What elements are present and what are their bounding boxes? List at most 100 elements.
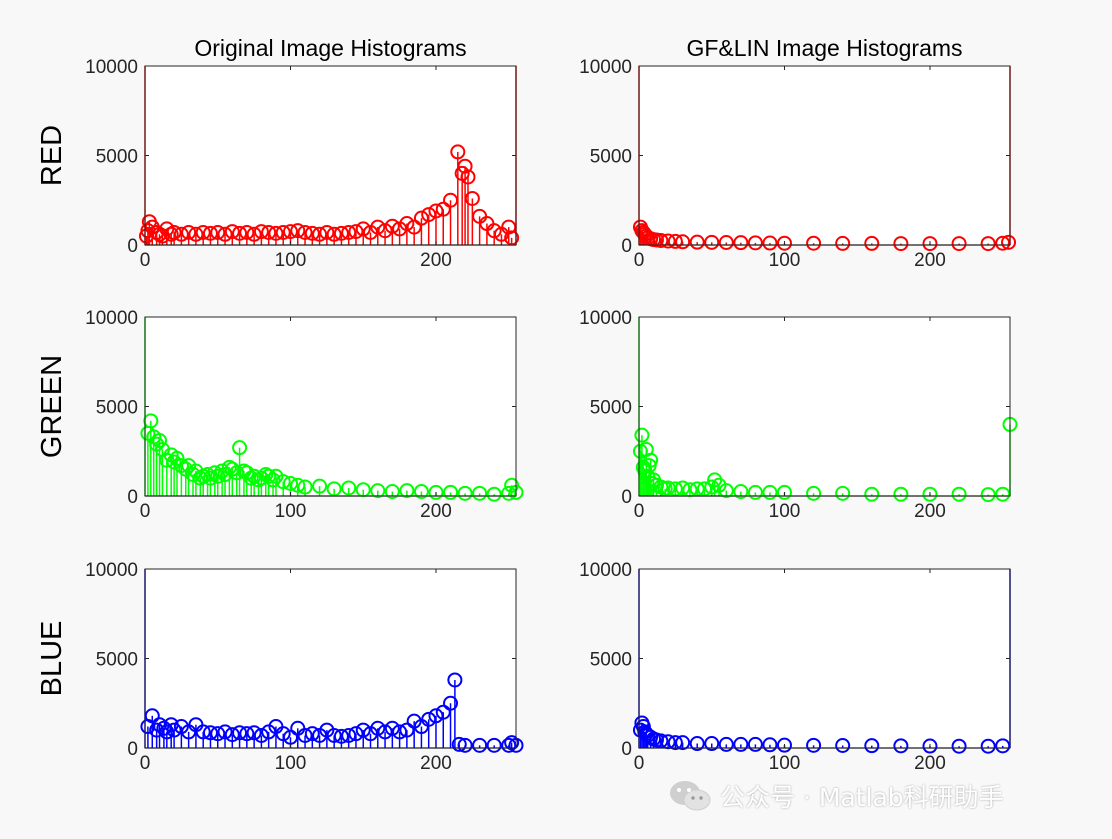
x-tick-label-0: 0: [140, 501, 151, 522]
marker-20: [239, 224, 255, 240]
marker-24: [282, 729, 298, 745]
marker-33: [951, 486, 967, 502]
marker-54: [486, 486, 502, 502]
plot-area: [145, 317, 516, 496]
x-tick-label-0: 0: [140, 250, 151, 271]
x-tick-label-2: 200: [420, 501, 452, 522]
marker-13: [675, 735, 691, 751]
marker-23: [275, 726, 291, 742]
marker-38: [370, 219, 386, 235]
y-tick-label-2: 10000: [85, 308, 138, 329]
y-tick-label-1: 5000: [96, 147, 138, 168]
marker-43: [326, 481, 342, 497]
marker-14: [689, 234, 705, 250]
marker-21: [806, 235, 822, 251]
marker-18: [689, 481, 705, 497]
marker-25: [275, 224, 291, 240]
marker-11: [660, 233, 676, 249]
marker-10: [166, 224, 182, 240]
marker-50: [428, 484, 444, 500]
y-tick-label-2: 10000: [579, 57, 632, 78]
marker-2: [634, 427, 650, 443]
marker-29: [1001, 234, 1017, 250]
y-tick-label-2: 10000: [85, 560, 138, 581]
x-tick-label-1: 100: [769, 250, 801, 271]
marker-43: [406, 219, 422, 235]
marker-34: [980, 487, 996, 503]
marker-13: [675, 234, 691, 250]
marker-53: [464, 190, 480, 206]
marker-11: [173, 226, 189, 242]
marker-35: [261, 468, 277, 484]
row-ylabel: BLUE: [36, 621, 68, 697]
y-tick-label-0: 0: [127, 487, 138, 508]
marker-38: [275, 474, 291, 490]
marker-53: [472, 485, 488, 501]
y-tick-label-1: 5000: [590, 650, 632, 671]
marker-20: [704, 479, 720, 495]
marker-39: [282, 475, 298, 491]
marker-27: [232, 440, 248, 456]
row-ylabel: GREEN: [36, 355, 68, 458]
y-tick-label-1: 5000: [590, 398, 632, 419]
x-tick-label-1: 100: [769, 501, 801, 522]
marker-59: [504, 230, 520, 246]
marker-37: [377, 724, 393, 740]
marker-46: [443, 695, 459, 711]
marker-30: [312, 226, 328, 242]
marker-49: [450, 144, 466, 160]
marker-5: [156, 720, 172, 736]
marker-21: [806, 737, 822, 753]
marker-12: [181, 224, 197, 240]
x-tick-label-0: 0: [634, 753, 645, 774]
marker-19: [232, 225, 248, 241]
marker-45: [421, 207, 437, 223]
x-tick-label-1: 100: [275, 250, 307, 271]
marker-25: [224, 461, 240, 477]
marker-40: [399, 722, 415, 738]
marker-43: [421, 711, 437, 727]
marker-25: [747, 484, 763, 500]
plot-area: [639, 569, 1010, 748]
marker-16: [675, 480, 691, 496]
marker-15: [217, 724, 233, 740]
marker-22: [214, 463, 230, 479]
marker-12: [195, 724, 211, 740]
x-tick-label-0: 0: [634, 501, 645, 522]
marker-28: [995, 235, 1011, 251]
panel-red-original: 0 100 200 0 5000 10000 Original Image Histogra…: [36, 35, 520, 271]
wechat-icon: [670, 781, 711, 811]
marker-41: [297, 479, 313, 495]
marker-49: [413, 484, 429, 500]
marker-26: [951, 738, 967, 754]
marker-34: [341, 224, 357, 240]
marker-15: [704, 736, 720, 752]
marker-45: [435, 704, 451, 720]
x-tick-label-2: 200: [914, 753, 946, 774]
marker-26: [297, 727, 313, 743]
marker-51: [443, 484, 459, 500]
marker-26: [282, 224, 298, 240]
marker-15: [667, 481, 683, 497]
x-tick-label-1: 100: [769, 753, 801, 774]
marker-36: [265, 472, 281, 488]
marker-36: [355, 221, 371, 237]
x-tick-label-2: 200: [420, 250, 452, 271]
marker-24: [733, 484, 749, 500]
marker-31: [893, 486, 909, 502]
row-ylabel: RED: [36, 125, 68, 186]
marker-44: [428, 708, 444, 724]
marker-18: [239, 726, 255, 742]
marker-33: [333, 225, 349, 241]
y-tick-label-2: 10000: [579, 308, 632, 329]
y-tick-label-1: 5000: [590, 147, 632, 168]
marker-26: [229, 465, 245, 481]
marker-27: [304, 726, 320, 742]
panel-title: GF&LIN Image Histograms: [686, 35, 962, 61]
marker-15: [704, 234, 720, 250]
marker-19: [696, 481, 712, 497]
marker-33: [253, 470, 269, 486]
marker-35: [348, 224, 364, 240]
panel-title: Original Image Histograms: [194, 35, 466, 61]
